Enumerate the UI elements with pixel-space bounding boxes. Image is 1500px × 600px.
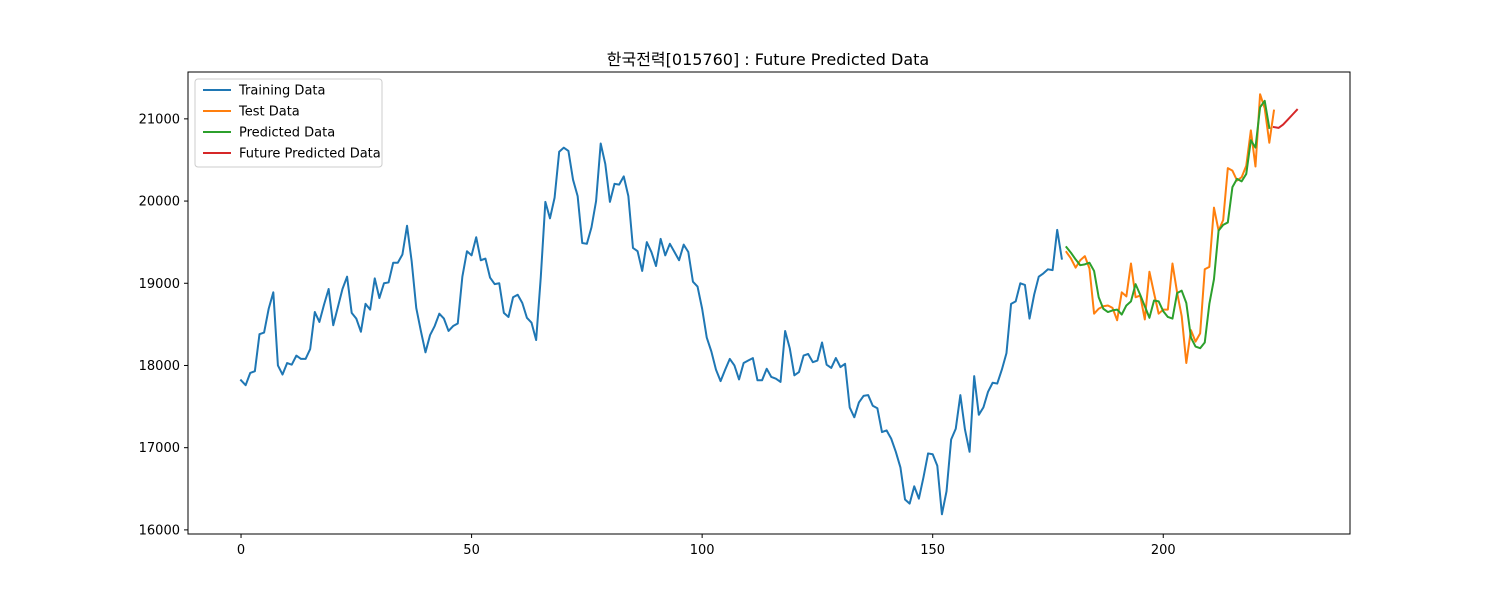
series-line-predicted-data	[1065, 99, 1271, 350]
y-tick-label: 21000	[139, 112, 180, 127]
series-line-training-data	[239, 142, 1063, 516]
x-tick-label: 0	[237, 543, 245, 558]
legend-box	[194, 78, 383, 168]
y-tick-label: 16000	[139, 523, 180, 538]
series-line-future-predicted-data	[1272, 108, 1299, 129]
y-tick-label: 19000	[139, 277, 180, 292]
y-tick-label: 17000	[139, 441, 180, 456]
x-tick-label: 150	[920, 543, 945, 558]
plot-frame	[187, 71, 1351, 535]
plot-area	[239, 93, 1299, 516]
x-axis: 0 50 100 150 200	[237, 534, 1176, 558]
y-tick-label: 20000	[139, 195, 180, 210]
chart-title: 한국전력[015760] : Future Predicted Data	[607, 50, 929, 69]
y-axis: 16000 17000 18000 19000 20000 21000	[139, 112, 188, 538]
legend: Training Data Test Data Predicted Data Futu…	[194, 78, 383, 168]
legend-label: Future Predicted Data	[239, 147, 381, 162]
x-tick-label: 100	[690, 543, 715, 558]
y-tick-label: 18000	[139, 359, 180, 374]
legend-label: Training Data	[238, 84, 325, 99]
x-tick-label: 50	[463, 543, 480, 558]
x-tick-label: 200	[1151, 543, 1176, 558]
series-line-test-data	[1065, 93, 1276, 365]
legend-label: Predicted Data	[239, 126, 335, 141]
legend-label: Test Data	[238, 105, 300, 120]
